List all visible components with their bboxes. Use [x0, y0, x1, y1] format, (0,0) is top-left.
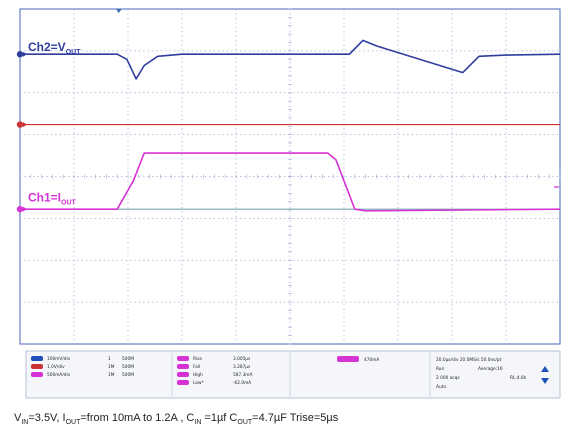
ch2-marker: [16, 51, 24, 58]
acq-state: Run: [436, 366, 445, 372]
trigger-arrow-icon: [541, 366, 549, 372]
measurement-label: Fall: [193, 364, 200, 370]
caption-text: =4.7µF Trise=5µs: [252, 412, 339, 424]
record-length: RL:4.0k: [510, 375, 527, 381]
measurement-label: Low*: [193, 380, 204, 386]
measurement-swatch: [177, 380, 189, 385]
channel-scale: 500mA/div: [47, 372, 71, 378]
channel-coupling: 1: [108, 356, 111, 362]
acq-count: 2 000 acqs: [436, 375, 460, 381]
trigger-level: 470mA: [364, 357, 379, 363]
acq-mode: Average:16: [478, 366, 503, 372]
trigger-mode: Auto: [436, 384, 446, 390]
caption-text: =3.5V, I: [28, 412, 66, 424]
readout-panel: 100mV/div 1 500M 1.0V/div 1M 500M 500mA/div 1M 5…: [25, 350, 561, 399]
measurement-swatch: [177, 364, 189, 369]
measurement-value: 3.287µs: [233, 364, 251, 370]
trigger-swatch: [337, 356, 359, 362]
caption-subscript: IN: [194, 419, 202, 427]
channel-bandwidth: 500M: [122, 372, 134, 378]
channel-coupling: 1M: [108, 364, 115, 370]
channel-swatch: [31, 372, 43, 377]
ch1-marker-arrow: [23, 206, 27, 212]
trigger-position-marker: [115, 9, 122, 13]
measurement-swatch: [177, 356, 189, 361]
channel-swatch: [31, 364, 43, 369]
channel-markers: [16, 51, 559, 213]
caption-subscript: OUT: [237, 419, 253, 427]
trigger-arrow-icon: [541, 378, 549, 384]
measurement-label: High: [193, 372, 203, 378]
caption-subscript: OUT: [65, 419, 81, 427]
figure-caption: VIN=3.5V, IOUT=from 10mA to 1.2A , CIN =…: [14, 412, 338, 426]
measurement-value: -62.0mA: [233, 380, 251, 386]
channel-label: Ch2=VOUT: [28, 40, 81, 56]
ref-marker-arrow: [23, 122, 27, 128]
grid: [19, 8, 561, 345]
readout-box: [25, 350, 561, 399]
measurement-value: 587.3mA: [233, 372, 252, 378]
series-line-ch1-iout: [20, 152, 561, 212]
caption-text: =1µf C: [201, 412, 238, 424]
ref-marker: [16, 121, 24, 128]
channel-label: Ch1=IOUT: [28, 191, 77, 207]
channel-swatch: [31, 356, 43, 361]
measurement-swatch: [177, 372, 189, 377]
caption-text: V: [14, 412, 22, 424]
caption-subscript: IN: [21, 419, 29, 427]
series-line-ch2-vout: [20, 39, 561, 80]
timebase: 20.0µs/div 20.0MS/s 50.0ns/pt: [436, 357, 502, 363]
measurement-label: Rise: [193, 356, 202, 362]
channel-bandwidth: 500M: [122, 356, 134, 362]
channel-bandwidth: 500M: [122, 364, 134, 370]
traces: [20, 39, 561, 212]
channel-coupling: 1M: [108, 372, 115, 378]
ch1-marker: [16, 205, 24, 213]
channel-labels: Ch2=VOUT Ch1=IOUT: [28, 40, 81, 207]
channel-scale: 100mV/div: [47, 356, 71, 362]
caption-text: =from 10mA to 1.2A , C: [80, 412, 195, 424]
channel-scale: 1.0V/div: [47, 364, 65, 370]
measurement-value: 3.005µs: [233, 356, 251, 362]
ch2-marker-arrow: [23, 51, 27, 57]
